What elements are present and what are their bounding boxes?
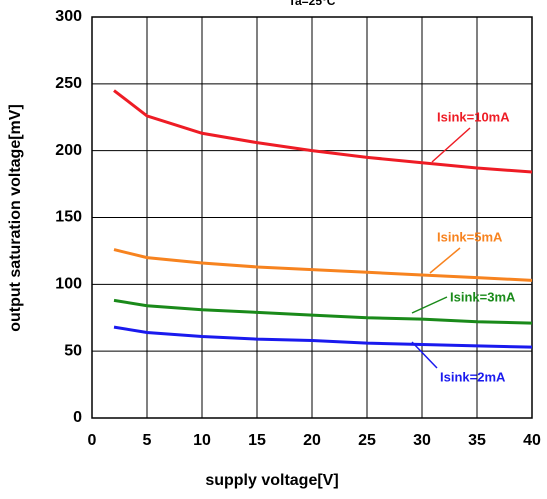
y-tick-label: 250 [55, 75, 82, 92]
series-line [113, 248, 533, 282]
x-tick-label: 15 [248, 432, 266, 449]
leader-line [411, 341, 438, 369]
chart-title: Ta=25°C [289, 0, 336, 8]
leader-line [431, 127, 471, 163]
x-tick-label: 0 [88, 432, 97, 449]
series-label: Isink=2mA [440, 369, 506, 384]
y-tick-label: 50 [64, 342, 82, 359]
series-line [113, 89, 533, 174]
y-tick-label: 200 [55, 142, 82, 159]
x-tick-label: 5 [143, 432, 152, 449]
x-tick-label: 40 [523, 432, 541, 449]
y-tick-label: 300 [55, 8, 82, 25]
leader-line [411, 296, 448, 314]
y-axis-label: output saturation voltage[mV] [7, 104, 24, 332]
series-label: Isink=5mA [437, 229, 503, 244]
x-tick-label: 25 [358, 432, 376, 449]
x-tick-label: 20 [303, 432, 321, 449]
y-tick-label: 100 [55, 276, 82, 293]
series-label: Isink=10mA [437, 109, 510, 124]
x-tick-label: 35 [468, 432, 486, 449]
plot-frame [91, 16, 533, 419]
series-label: Isink=3mA [450, 289, 516, 304]
y-tick-label: 150 [55, 209, 82, 226]
x-tick-label: 30 [413, 432, 431, 449]
leader-line [429, 247, 461, 274]
y-tick-label: 0 [73, 409, 82, 426]
x-tick-label: 10 [193, 432, 211, 449]
series-line [113, 325, 533, 349]
x-axis-label: supply voltage[V] [205, 472, 338, 489]
series-line [113, 298, 533, 325]
